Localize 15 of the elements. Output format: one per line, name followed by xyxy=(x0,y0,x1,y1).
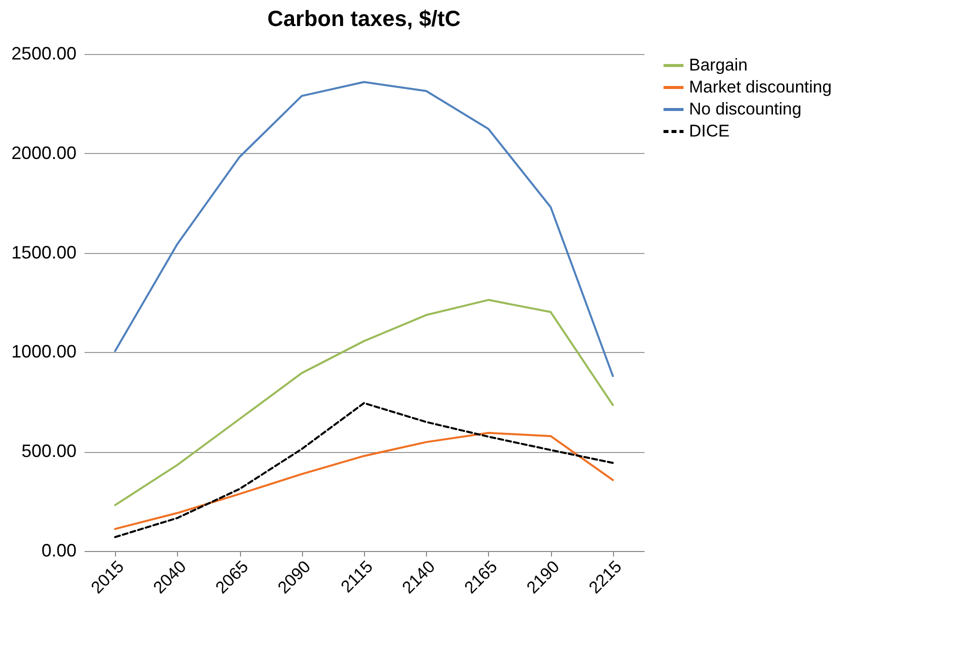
legend-label: No discounting xyxy=(689,100,802,118)
legend-label: Bargain xyxy=(689,56,748,74)
line-series xyxy=(114,81,614,378)
y-tick-label: 0.00 xyxy=(41,540,76,560)
y-tick-label: 1000.00 xyxy=(11,342,76,362)
y-tick-label: 1500.00 xyxy=(11,242,76,262)
line-series xyxy=(114,298,614,506)
line-series xyxy=(114,432,614,530)
y-tick-label: 2000.00 xyxy=(11,142,76,163)
y-tick-label: 2500.00 xyxy=(11,44,76,64)
chart-title: Carbon taxes, $/tC xyxy=(267,6,461,31)
y-tick-label: 500.00 xyxy=(21,441,76,462)
legend-label: DICE xyxy=(689,122,730,140)
line-series xyxy=(114,402,614,538)
legend-label: Market discounting xyxy=(689,78,832,96)
